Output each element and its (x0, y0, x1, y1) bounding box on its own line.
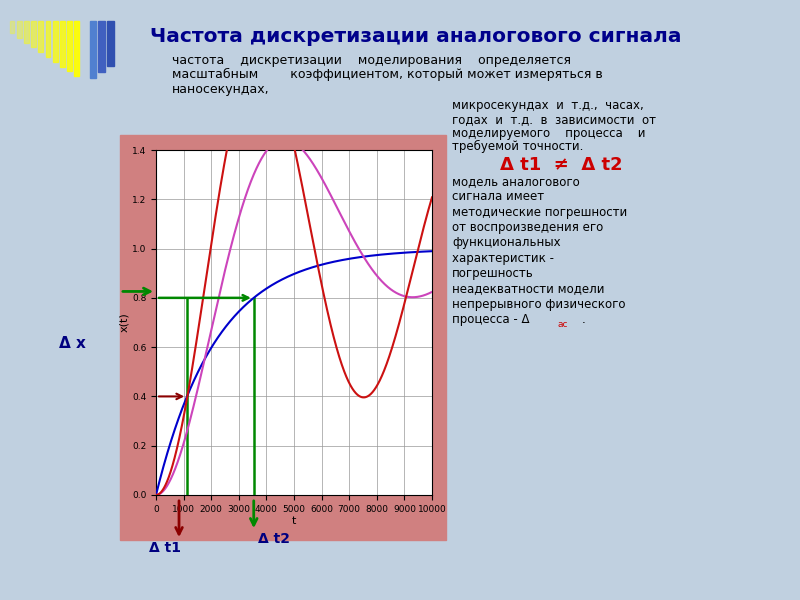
Text: годах  и  т.д.  в  зависимости  от: годах и т.д. в зависимости от (452, 113, 656, 126)
Text: Δ x: Δ x (58, 335, 86, 350)
Y-axis label: x(t): x(t) (119, 313, 129, 332)
Text: функциональных: функциональных (452, 236, 561, 250)
Text: Частота дискретизации аналогового сигнала: Частота дискретизации аналогового сигнал… (150, 27, 682, 46)
Text: процесса - Δ: процесса - Δ (452, 313, 530, 326)
Text: методические погрешности: методические погрешности (452, 206, 627, 219)
Text: Δ t1  ≠  Δ t2: Δ t1 ≠ Δ t2 (500, 156, 622, 174)
Text: непрерывного физического: непрерывного физического (452, 298, 626, 311)
Text: наносекундах,: наносекундах, (172, 83, 270, 96)
Text: погрешность: погрешность (452, 267, 534, 280)
Text: характеристик -: характеристик - (452, 251, 554, 265)
Text: неадекватности модели: неадекватности модели (452, 282, 605, 295)
Text: моделируемого    процесса    и: моделируемого процесса и (452, 127, 646, 140)
Text: модель аналогового: модель аналогового (452, 175, 580, 188)
Text: микросекундах  и  т.д.,  часах,: микросекундах и т.д., часах, (452, 99, 644, 112)
Text: .: . (582, 313, 586, 326)
Text: требуемой точности.: требуемой точности. (452, 140, 583, 154)
Text: сигнала имеет: сигнала имеет (452, 191, 544, 203)
X-axis label: t: t (292, 517, 296, 527)
Text: от воспроизведения его: от воспроизведения его (452, 221, 603, 234)
Text: Δ t1: Δ t1 (149, 541, 181, 555)
Text: Δ t2: Δ t2 (258, 532, 290, 546)
Text: масштабным        коэффициентом, который может измеряться в: масштабным коэффициентом, который может … (172, 68, 602, 82)
Text: частота    дискретизации    моделирования    определяется: частота дискретизации моделирования опре… (172, 54, 571, 67)
Text: ac: ac (558, 320, 568, 329)
